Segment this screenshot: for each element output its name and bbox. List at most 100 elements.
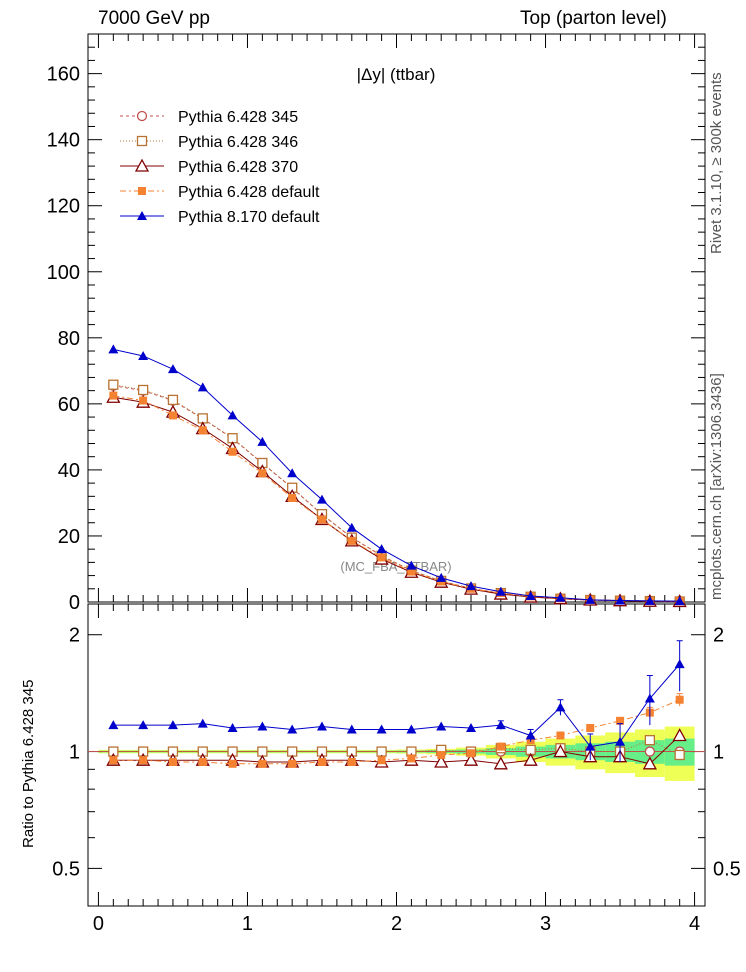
ratio-data-point [674, 749, 685, 761]
ratio-data-point [287, 724, 298, 734]
ratio-data-point [616, 716, 625, 725]
ratio-data-point [197, 718, 208, 728]
legend-label: Pythia 8.170 default [178, 209, 320, 226]
legend-marker [138, 187, 146, 195]
ratio-data-point [672, 728, 687, 742]
y-tick-label: 20 [58, 526, 80, 548]
main-data-point [108, 344, 119, 354]
main-data-point [137, 384, 149, 396]
ratio-data-point [316, 721, 327, 731]
ratio-y-tick-label-right: 0.5 [713, 858, 741, 880]
main-data-point [109, 391, 118, 400]
main-data-point [346, 522, 357, 532]
main-data-point [674, 596, 685, 606]
main-data-point [197, 382, 208, 392]
x-tick-label: 1 [242, 913, 253, 935]
main-data-point [167, 364, 178, 374]
header-left: 7000 GeV pp [98, 8, 210, 29]
main-data-point [168, 411, 177, 420]
y-tick-label: 80 [58, 328, 80, 350]
y-tick-label: 60 [58, 394, 80, 416]
ratio-data-point [644, 746, 656, 757]
ratio-y-tick-label: 2 [69, 625, 80, 647]
ratio-data-point [437, 750, 446, 759]
ratio-data-point [346, 724, 357, 734]
ratio-data-point [615, 736, 626, 746]
main-data-point [377, 553, 386, 562]
main-data-point [138, 350, 149, 360]
ratio-data-point [525, 730, 536, 740]
ratio-data-point [434, 754, 449, 768]
main-data-point [288, 493, 297, 502]
ratio-data-point [556, 731, 565, 740]
main-data-point [139, 396, 148, 405]
ratio-data-point [553, 744, 568, 758]
x-tick-label: 2 [391, 913, 402, 935]
ratio-data-point [586, 724, 595, 733]
ratio-y-tick-label: 0.5 [52, 858, 80, 880]
ratio-data-point [407, 754, 416, 763]
main-data-point [525, 591, 536, 601]
ratio-data-point [109, 756, 118, 765]
main-data-point [585, 594, 596, 604]
ratio-data-point [644, 693, 655, 703]
ratio-data-point [644, 735, 656, 746]
ratio-data-point [376, 724, 387, 734]
ratio-data-point [436, 721, 447, 731]
ratio-y-tick-label: 1 [69, 742, 80, 764]
header-right: Top (parton level) [520, 8, 667, 29]
x-tick-label: 4 [689, 913, 700, 935]
ratio-data-point [496, 742, 505, 751]
ratio-data-point [108, 720, 119, 730]
ratio-data-point [674, 659, 685, 669]
ratio-data-point [555, 702, 566, 712]
main-data-point [167, 394, 179, 406]
ratio-data-point [466, 723, 477, 733]
main-data-point [108, 379, 119, 390]
y-tick-label: 120 [47, 196, 80, 218]
ratio-data-point [257, 721, 268, 731]
main-data-point [555, 592, 566, 602]
ratio-data-point [288, 759, 297, 768]
legend-marker [136, 135, 148, 147]
legend-label: Pythia 6.428 345 [178, 109, 298, 126]
ratio-data-point [463, 752, 479, 766]
y-tick-label: 0 [69, 592, 80, 614]
y-tick-label: 140 [47, 130, 80, 152]
main-series-line [113, 395, 680, 602]
ratio-data-point [467, 749, 476, 758]
ratio-series-line [113, 699, 680, 765]
legend-marker [137, 211, 147, 220]
ratio-series-line [113, 663, 681, 748]
main-data-point [466, 581, 477, 591]
legend-marker [134, 158, 150, 172]
main-data-point [347, 536, 356, 545]
ratio-data-point [228, 759, 237, 768]
legend-label: Pythia 6.428 default [178, 184, 320, 201]
main-data-point [376, 544, 387, 554]
main-series-line [113, 348, 680, 602]
ratio-data-point [227, 723, 238, 733]
main-data-point [407, 567, 416, 576]
ratio-data-point [523, 752, 538, 766]
main-data-point [257, 436, 268, 446]
legend-label: Pythia 6.428 370 [178, 159, 298, 176]
ratio-data-point [317, 757, 326, 766]
ratio-y-tick-label-right: 2 [713, 625, 724, 647]
main-data-point [287, 468, 298, 478]
ratio-data-point [493, 756, 508, 770]
y-tick-label: 160 [47, 64, 80, 86]
main-data-point [406, 560, 417, 570]
ratio-data-point [377, 756, 386, 765]
ratio-data-point [138, 720, 149, 730]
main-data-point [198, 426, 207, 435]
ratio-data-point [139, 756, 148, 765]
ratio-data-point [198, 757, 207, 766]
ratio-data-point [495, 720, 506, 730]
main-data-point [316, 494, 327, 504]
main-data-point [615, 595, 626, 605]
ratio-data-point [167, 720, 178, 730]
ratio-data-point [642, 756, 657, 770]
legend-marker [136, 110, 148, 122]
